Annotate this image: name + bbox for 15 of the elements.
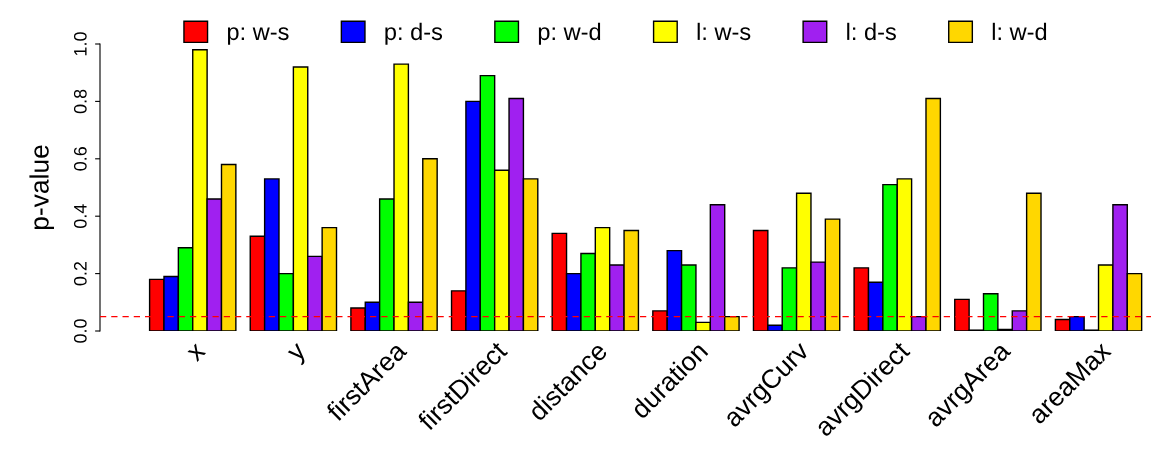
legend-label: l: w-s (697, 22, 751, 41)
legend-label: p: d-s (385, 22, 443, 45)
x-tick-label: x (187, 343, 207, 362)
x-tick-label: y (287, 343, 311, 367)
y-tick-label: 0.0 (73, 319, 87, 343)
legend-label: l: w-d (992, 22, 1047, 41)
legend-label: l: d-s (847, 22, 896, 41)
y-tick-label: 0.2 (73, 261, 87, 286)
y-tick-label: 0.8 (73, 89, 87, 114)
y-tick-label: 0.6 (73, 147, 87, 171)
legend-label: p: w-d (538, 22, 601, 45)
y-axis-title: p-value (29, 145, 54, 230)
y-tick-label: 0.4 (73, 204, 87, 229)
y-tick-label: 1.0 (73, 32, 87, 56)
legend-label: p: w-s (227, 27, 289, 45)
